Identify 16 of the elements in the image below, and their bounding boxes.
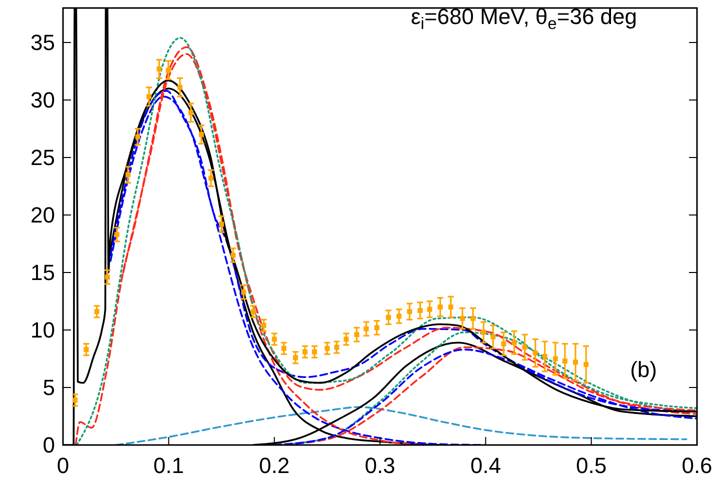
x-tick-label: 0.4 bbox=[470, 453, 501, 478]
x-tick-label: 0.1 bbox=[153, 453, 184, 478]
y-tick-label: 5 bbox=[42, 375, 55, 400]
y-tick-label: 0 bbox=[42, 432, 55, 458]
x-tick-label: 0.2 bbox=[259, 453, 290, 478]
x-tick-label: 0.6 bbox=[682, 453, 712, 478]
x-tick-label: 0.3 bbox=[364, 453, 396, 478]
y-tick-label: 25 bbox=[30, 145, 55, 170]
y-tick-label: 10 bbox=[30, 318, 55, 342]
y-tick-label: 30 bbox=[30, 88, 55, 112]
y-tick-label: 35 bbox=[30, 30, 55, 55]
chart-title: ε$_{i}$=680 MeV, θ$_{e}$=36 deg bbox=[410, 4, 637, 34]
y-tick-label: 15 bbox=[30, 260, 55, 285]
y-tick-label: 20 bbox=[30, 202, 55, 228]
x-tick-label: 0.5 bbox=[576, 453, 607, 478]
annotation: (b) bbox=[630, 357, 657, 382]
